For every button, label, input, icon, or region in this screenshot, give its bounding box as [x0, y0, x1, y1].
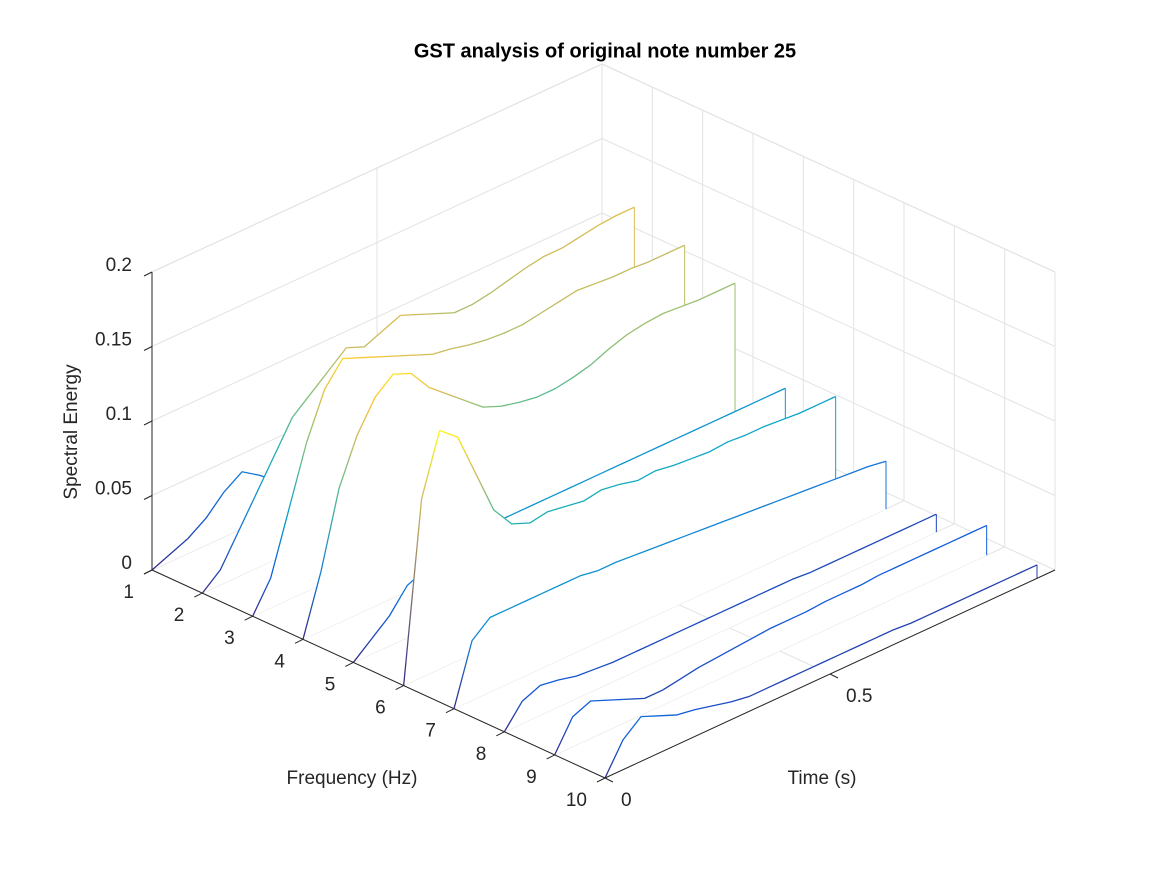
z-axis-label: Spectral Energy [61, 364, 82, 500]
grid-line [601, 63, 1056, 273]
x-tick-label: 0.5 [846, 686, 872, 707]
tick-mark [496, 731, 505, 737]
tick-mark [445, 708, 455, 714]
grid-line [151, 212, 603, 422]
tick-mark [194, 592, 203, 598]
tick-mark [143, 271, 153, 277]
curtain [454, 461, 886, 709]
x-tick-label: 0 [621, 790, 632, 811]
tick-mark [596, 777, 606, 783]
series-line [201, 206, 635, 594]
y-tick-label: 5 [325, 674, 336, 695]
tick-mark [143, 495, 153, 500]
series-line [252, 244, 685, 617]
series-line [453, 460, 887, 709]
tick-mark [395, 685, 404, 691]
series-line [302, 282, 736, 640]
series-line [503, 513, 937, 733]
curtain [554, 525, 987, 755]
axis-line [151, 569, 606, 779]
y-tick-label: 9 [526, 767, 537, 788]
z-tick-label: 0.05 [95, 479, 132, 500]
series-line [604, 564, 1038, 779]
z-tick-label: 0.2 [106, 255, 132, 276]
y-tick-label: 6 [375, 698, 386, 719]
z-tick-label: 0.1 [106, 404, 132, 425]
grid-line [601, 138, 1056, 347]
curtain [504, 514, 937, 732]
tick-mark [829, 673, 839, 679]
grid-line [151, 138, 603, 347]
y-tick-label: 10 [566, 790, 587, 811]
series-line [554, 524, 987, 756]
tick-mark [294, 638, 304, 644]
series-line [403, 395, 836, 686]
y-axis-label: Frequency (Hz) [287, 768, 418, 789]
grid-line [151, 63, 603, 273]
tick-mark [546, 754, 555, 760]
tick-mark [604, 777, 614, 783]
tick-mark [143, 569, 153, 575]
chart-title: GST analysis of original note number 25 [414, 40, 796, 62]
y-tick-label: 8 [476, 744, 487, 765]
tick-mark [143, 346, 153, 351]
y-tick-label: 3 [224, 628, 235, 649]
z-tick-label: 0 [121, 553, 132, 574]
y-tick-label: 2 [174, 605, 185, 626]
tick-mark [244, 615, 253, 621]
y-tick-label: 4 [274, 651, 285, 672]
y-tick-label: 1 [123, 582, 134, 603]
z-tick-label: 0.15 [95, 330, 132, 351]
tick-mark [345, 661, 354, 667]
x-axis-label: Time (s) [788, 768, 857, 789]
tick-mark [143, 420, 153, 426]
curtain [303, 283, 735, 640]
y-tick-label: 7 [425, 721, 436, 742]
grid-line [601, 212, 1056, 422]
curtain [605, 564, 1037, 778]
